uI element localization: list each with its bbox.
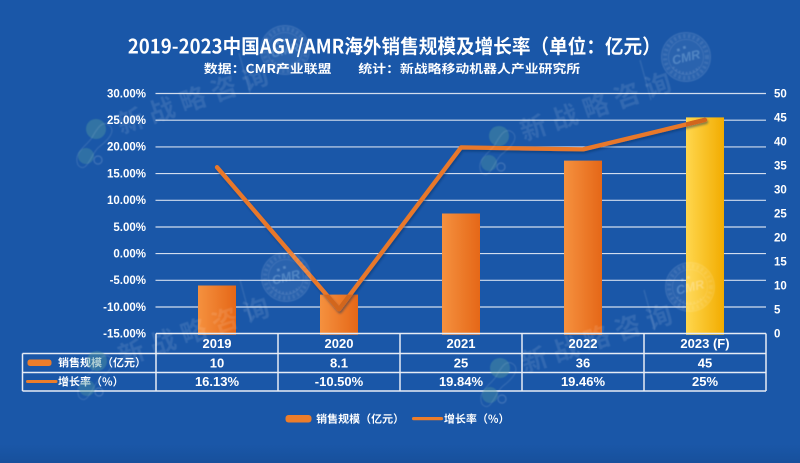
svg-text:0.00%: 0.00% — [113, 248, 146, 260]
svg-text:5.00%: 5.00% — [113, 222, 146, 234]
svg-text:30: 30 — [774, 185, 787, 197]
svg-text:25%: 25% — [692, 374, 718, 389]
svg-text:35: 35 — [774, 161, 787, 173]
svg-text:2021: 2021 — [447, 336, 476, 351]
svg-text:16.13%: 16.13% — [195, 374, 240, 389]
svg-text:15: 15 — [774, 257, 787, 269]
svg-text:0: 0 — [774, 329, 780, 341]
svg-text:2020: 2020 — [325, 336, 354, 351]
svg-text:10.00%: 10.00% — [107, 195, 146, 207]
svg-text:36: 36 — [576, 355, 590, 370]
svg-text:8.1: 8.1 — [330, 355, 348, 370]
svg-text:-10.50%: -10.50% — [315, 374, 364, 389]
svg-text:19.46%: 19.46% — [561, 374, 606, 389]
svg-text:30.00%: 30.00% — [107, 88, 146, 100]
svg-text:45: 45 — [774, 113, 787, 125]
svg-text:2019: 2019 — [203, 336, 232, 351]
svg-text:15.00%: 15.00% — [107, 168, 146, 180]
svg-text:20: 20 — [774, 233, 787, 245]
svg-text:10: 10 — [210, 355, 224, 370]
svg-text:2023 (F): 2023 (F) — [680, 336, 729, 351]
svg-text:25: 25 — [454, 355, 468, 370]
svg-text:40: 40 — [774, 137, 787, 149]
svg-text:10: 10 — [774, 281, 787, 293]
svg-text:20.00%: 20.00% — [107, 142, 146, 154]
svg-text:-10.00%: -10.00% — [103, 302, 146, 314]
svg-text:25: 25 — [774, 209, 787, 221]
svg-text:-5.00%: -5.00% — [110, 275, 146, 287]
svg-text:5: 5 — [774, 305, 781, 317]
svg-text:50: 50 — [774, 89, 787, 101]
svg-text:45: 45 — [698, 355, 712, 370]
svg-text:19.84%: 19.84% — [439, 374, 484, 389]
svg-text:-15.00%: -15.00% — [103, 329, 146, 341]
svg-text:25.00%: 25.00% — [107, 115, 146, 127]
